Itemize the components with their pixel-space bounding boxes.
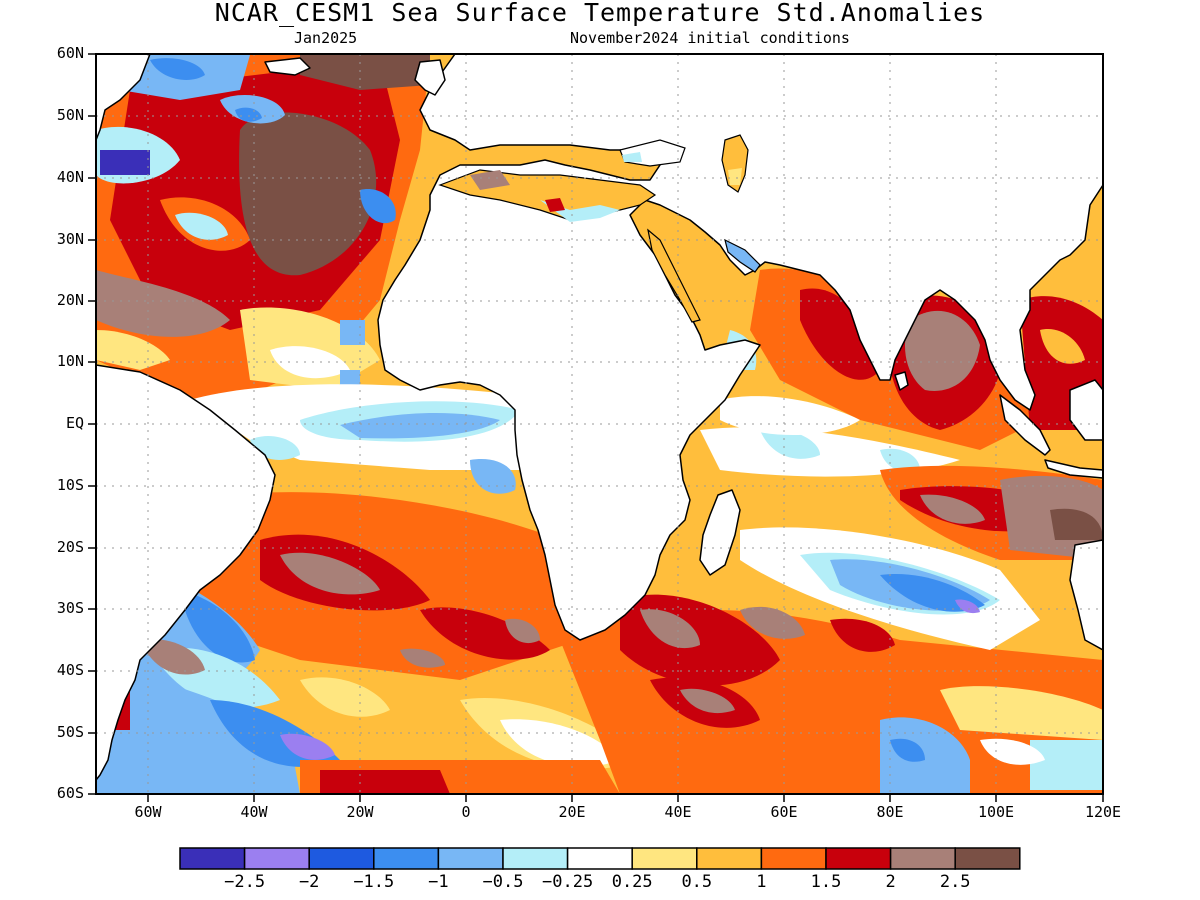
lat-label-40s: 40S bbox=[56, 661, 84, 679]
lat-label-50s: 50S bbox=[56, 723, 84, 741]
australia-landmass bbox=[1069, 539, 1103, 651]
lat-label-20n: 20N bbox=[56, 291, 84, 309]
lon-label-100e: 100E bbox=[977, 803, 1015, 821]
colorbar-swatch-7 bbox=[631, 847, 698, 870]
lon-label-60e: 60E bbox=[770, 803, 798, 821]
sumatra-landmass bbox=[999, 394, 1051, 456]
colorbar-label: −2 bbox=[298, 872, 320, 892]
lat-label-30n: 30N bbox=[56, 230, 84, 248]
colorbar-label: 0.5 bbox=[681, 872, 713, 892]
lon-label-20e: 20E bbox=[558, 803, 586, 821]
axis-ticks bbox=[88, 53, 1104, 802]
lat-label-20s: 20S bbox=[56, 538, 84, 556]
colorbar-swatch-11 bbox=[889, 847, 956, 870]
lon-label-40e: 40E bbox=[664, 803, 692, 821]
java-landmass bbox=[1044, 459, 1103, 479]
colorbar-label: −1.5 bbox=[353, 872, 395, 892]
lon-label-120e: 120E bbox=[1084, 803, 1122, 821]
colorbar-swatch-10 bbox=[825, 847, 892, 870]
colorbar-swatch-2 bbox=[308, 847, 375, 870]
colorbar-swatch-9 bbox=[760, 847, 827, 870]
colorbar-label: −1 bbox=[428, 872, 449, 892]
iceland-landmass bbox=[264, 57, 311, 76]
lat-label-60s: 60S bbox=[56, 784, 84, 802]
lat-label-50n: 50N bbox=[56, 106, 84, 124]
colorbar-swatch-3 bbox=[373, 847, 440, 870]
colorbar bbox=[179, 847, 1021, 870]
colorbar-label: 1.5 bbox=[810, 872, 842, 892]
lon-label-80e: 80E bbox=[876, 803, 904, 821]
persian-gulf bbox=[724, 238, 761, 273]
colorbar-swatch-0 bbox=[179, 847, 246, 870]
initial-conditions-label: November2024 initial conditions bbox=[570, 29, 850, 47]
colorbar-label: −2.5 bbox=[224, 872, 266, 892]
madagascar-landmass bbox=[699, 489, 741, 576]
borneo-landmass bbox=[1069, 379, 1103, 441]
colorbar-swatch-8 bbox=[696, 847, 763, 870]
colorbar-label: 2 bbox=[885, 872, 896, 892]
graticule bbox=[96, 54, 1103, 794]
forecast-month: Jan2025 bbox=[294, 29, 358, 47]
lon-label-40w: 40W bbox=[240, 803, 268, 821]
lat-label-10n: 10N bbox=[56, 352, 84, 370]
colorbar-label: 0.25 bbox=[611, 872, 653, 892]
colorbar-label: 1 bbox=[756, 872, 767, 892]
red-sea bbox=[647, 228, 701, 323]
lon-label-0: 0 bbox=[461, 803, 471, 821]
lat-label-60n: 60N bbox=[56, 44, 84, 62]
colorbar-swatch-6 bbox=[566, 847, 633, 870]
inland-seas bbox=[438, 134, 761, 323]
colorbar-label: −0.25 bbox=[542, 872, 594, 892]
map-title: NCAR_CESM1 Sea Surface Temperature Std.A… bbox=[214, 0, 986, 27]
sri-lanka-landmass bbox=[894, 371, 909, 391]
north-atlantic-anomalies bbox=[96, 54, 430, 400]
south-america-landmass bbox=[96, 364, 276, 781]
south-indian-anomalies bbox=[560, 594, 1103, 794]
lat-label-10s: 10S bbox=[56, 476, 84, 494]
lon-label-60w: 60W bbox=[134, 803, 162, 821]
lon-label-20w: 20W bbox=[346, 803, 374, 821]
colorbar-swatch-1 bbox=[243, 847, 310, 870]
indian-ocean-anomalies bbox=[680, 423, 1103, 650]
lat-label-30s: 30S bbox=[56, 599, 84, 617]
colorbar-label: 2.5 bbox=[939, 872, 971, 892]
british-isles-landmass bbox=[414, 59, 446, 96]
colorbar-label: −0.5 bbox=[482, 872, 524, 892]
lat-label-40n: 40N bbox=[56, 168, 84, 186]
colorbar-swatch-5 bbox=[502, 847, 569, 870]
colorbar-swatch-12 bbox=[954, 847, 1021, 870]
lat-label-eq: EQ bbox=[65, 414, 84, 432]
colorbar-swatch-4 bbox=[437, 847, 504, 870]
